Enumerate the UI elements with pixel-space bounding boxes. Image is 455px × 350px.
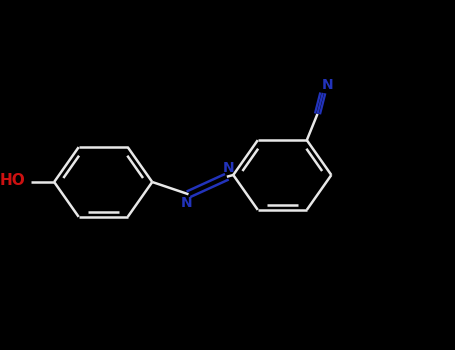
Text: N: N	[181, 196, 192, 210]
Text: N: N	[321, 78, 333, 92]
Text: HO: HO	[0, 173, 25, 188]
Text: N: N	[223, 161, 235, 175]
